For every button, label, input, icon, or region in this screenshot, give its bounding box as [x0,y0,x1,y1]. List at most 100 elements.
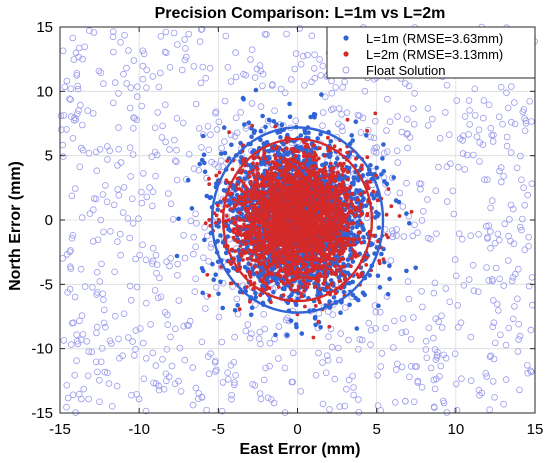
float-solution-point [61,83,69,91]
float-solution-point [143,299,150,307]
float-solution-point [63,126,70,133]
float-solution-point [359,114,367,122]
data-point [263,191,268,196]
data-point [306,130,311,135]
float-solution-point [58,126,65,133]
float-solution-point [487,352,495,360]
data-point [404,211,409,216]
float-solution-point [162,370,170,378]
float-solution-point [277,85,285,93]
float-solution-point [76,390,83,398]
float-solution-point [218,144,225,152]
float-solution-point [111,79,119,86]
float-solution-point [450,210,458,218]
float-solution-point [393,232,400,239]
float-solution-point [102,323,109,331]
float-solution-point [90,238,97,245]
float-solution-point [371,145,378,152]
data-point [174,253,180,259]
float-solution-point [185,30,193,38]
float-solution-point [510,99,518,106]
float-solution-point [428,115,436,123]
data-point [231,216,236,221]
float-solution-point [213,126,221,133]
data-point [312,115,317,120]
float-solution-point [355,408,363,416]
float-solution-point [269,81,276,88]
float-solution-point [205,353,212,360]
float-solution-point [198,144,205,151]
float-solution-point [186,317,194,325]
data-point [202,169,208,174]
float-solution-point [135,395,143,403]
float-solution-point [107,228,114,235]
float-solution-point [424,196,431,203]
float-solution-point [140,375,148,383]
data-point [214,221,218,225]
float-solution-point [93,323,101,331]
float-solution-point [110,28,117,36]
float-solution-point [514,265,522,273]
float-solution-point [149,244,157,252]
float-solution-point [69,391,77,399]
float-solution-point [260,376,268,384]
float-solution-point [505,324,513,332]
float-solution-point [77,265,85,273]
data-point [376,225,382,230]
float-solution-point [467,377,475,385]
float-solution-point [72,49,80,57]
float-solution-point [75,44,83,52]
float-solution-point [443,82,451,89]
float-solution-point [124,215,132,222]
float-solution-point [383,127,390,134]
float-solution-point [143,84,150,92]
data-point [279,122,285,127]
float-solution-point [189,401,197,409]
float-solution-point [156,274,163,282]
float-solution-point [475,231,482,238]
float-solution-point [521,127,529,135]
data-point [199,157,205,163]
float-solution-point [247,56,254,63]
float-solution-point [256,328,264,336]
data-point [327,299,332,304]
float-solution-point [119,209,127,216]
float-solution-point [200,254,207,262]
float-solution-point [463,151,471,159]
float-solution-point [354,345,362,353]
float-solution-point [177,388,185,395]
float-solution-point [336,403,344,410]
float-solution-point [479,114,487,122]
float-solution-point [402,397,409,405]
float-solution-point [153,151,161,159]
float-solution-point [457,319,465,327]
float-solution-point [488,197,496,204]
float-solution-point [467,333,475,341]
float-solution-point [100,80,107,87]
float-solution-point [430,334,437,342]
data-point [350,259,356,264]
float-solution-point [149,188,157,196]
float-solution-point [130,125,137,132]
data-point [327,154,332,160]
float-solution-point [372,324,380,332]
float-solution-point [125,334,132,341]
float-solution-point [411,221,418,229]
float-solution-point [149,349,157,357]
float-solution-point [165,190,172,197]
float-solution-point [424,105,432,112]
float-solution-point [149,73,157,80]
float-solution-point [139,62,147,70]
float-solution-point [138,102,146,110]
float-solution-point [514,348,522,355]
float-solution-point [507,201,515,209]
float-solution-point [427,364,435,372]
float-solution-point [287,76,295,83]
float-solution-point [335,356,343,364]
float-solution-point [431,385,439,393]
float-solution-point [486,228,494,235]
float-solution-point [459,150,467,157]
float-solution-point [425,324,433,332]
data-point [361,234,366,240]
data-point [322,154,327,158]
